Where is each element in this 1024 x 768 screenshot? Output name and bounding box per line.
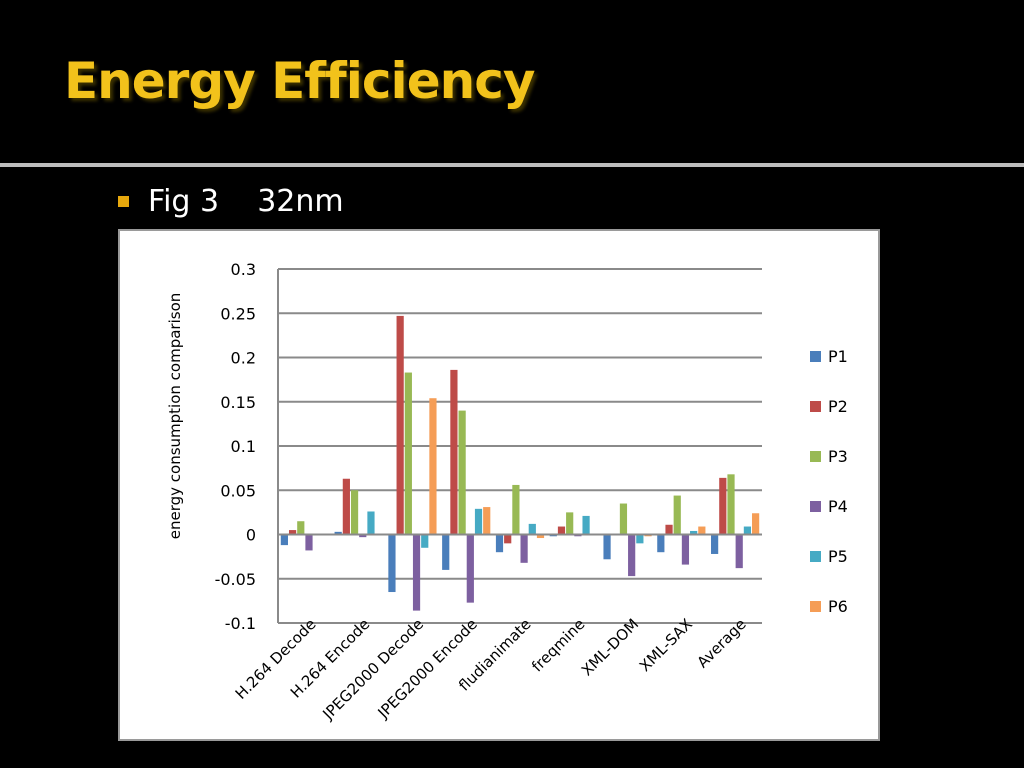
y-tick-label: 0.25 <box>220 304 256 323</box>
bar-p3 <box>512 484 520 535</box>
legend-label: P3 <box>828 447 848 466</box>
bar-p4 <box>520 534 528 563</box>
legend-swatch <box>810 401 821 412</box>
slide-title: Energy Efficiency <box>64 52 535 110</box>
bar-p4 <box>628 534 636 577</box>
bar-p3 <box>619 503 628 535</box>
legend-label: P1 <box>828 347 848 366</box>
bar-p2 <box>665 524 673 535</box>
bar-p1 <box>711 534 719 554</box>
bar-p4 <box>359 534 367 538</box>
y-tick-label: 0.2 <box>231 349 256 368</box>
bar-p2 <box>719 477 727 535</box>
bar-p3 <box>297 521 305 535</box>
y-tick-label: -0.1 <box>225 614 256 633</box>
bar-p1 <box>603 534 611 560</box>
bar-p3 <box>727 474 735 535</box>
bar-p4 <box>681 534 690 565</box>
x-tick-label: XML-DOM <box>578 615 642 679</box>
y-tick-label: -0.05 <box>215 570 256 589</box>
y-tick-label: 0.1 <box>231 437 256 456</box>
bar-p2 <box>288 530 297 535</box>
bar-p4 <box>305 534 313 551</box>
bar-p2 <box>396 315 404 535</box>
title-divider <box>0 163 1024 167</box>
bar-p3 <box>404 372 412 535</box>
bar-chart: -0.1 -0.05 0 0.05 0.1 0.15 0.2 0.25 0.3 H.264 De… <box>166 260 848 724</box>
legend-swatch <box>810 501 821 512</box>
bar-p5 <box>528 523 536 535</box>
bar-p3 <box>458 410 466 535</box>
bar-p1 <box>280 534 288 546</box>
y-tick-label: 0 <box>246 526 256 545</box>
gridlines <box>278 268 762 624</box>
chart-figure: -0.1 -0.05 0 0.05 0.1 0.15 0.2 0.25 0.3 H.264 De… <box>118 229 880 741</box>
x-tick-label: XML-SAX <box>636 615 696 675</box>
legend: P1 P2 P3 P4 P5 P6 <box>810 347 848 616</box>
legend-swatch <box>810 551 821 562</box>
bar-p6 <box>483 507 491 535</box>
bar-p5 <box>582 515 590 535</box>
bar-p5 <box>421 534 429 548</box>
y-axis-label: energy consumption comparison <box>166 293 184 540</box>
bar-p5 <box>743 526 752 535</box>
bar-p1 <box>388 534 396 593</box>
bar-p1 <box>442 534 450 570</box>
legend-label: P5 <box>828 547 848 566</box>
bar-p6 <box>698 526 706 535</box>
bar-p6 <box>536 534 545 539</box>
bar-p4 <box>735 534 743 569</box>
bar-p5 <box>474 508 483 535</box>
legend-label: P4 <box>828 497 848 516</box>
axes <box>277 269 762 623</box>
bar-p5 <box>690 530 698 535</box>
legend-label: P6 <box>828 597 848 616</box>
y-tick-label: 0.15 <box>220 393 256 412</box>
bar-p6 <box>752 513 760 535</box>
bar-p1 <box>334 531 342 535</box>
y-tick-labels: -0.1 -0.05 0 0.05 0.1 0.15 0.2 0.25 0.3 <box>215 260 256 633</box>
legend-swatch <box>810 601 821 612</box>
legend-label: P2 <box>828 397 848 416</box>
legend-swatch <box>810 351 821 362</box>
legend-swatch <box>810 451 821 462</box>
bar-p4 <box>466 534 474 603</box>
bar-p2 <box>557 526 566 535</box>
bar-p3 <box>566 512 574 535</box>
square-bullet-icon <box>118 195 129 207</box>
title-band: Energy Efficiency <box>0 0 1024 160</box>
bullet-text: Fig 3 32nm <box>148 183 344 219</box>
bar-p5 <box>636 534 644 544</box>
bullet-item: Fig 3 32nm <box>118 181 344 221</box>
bar-p6 <box>429 398 437 535</box>
y-tick-label: 0.3 <box>231 260 256 279</box>
y-tick-label: 0.05 <box>220 481 256 500</box>
bar-p2 <box>450 369 458 535</box>
bars <box>280 315 760 611</box>
bar-p1 <box>657 534 665 553</box>
bar-p3 <box>350 490 359 535</box>
bar-p2 <box>504 534 512 544</box>
bar-p2 <box>342 478 350 535</box>
bar-p3 <box>673 495 681 535</box>
x-tick-label: JPEG2000 Decode <box>319 615 428 724</box>
bar-p4 <box>412 534 421 611</box>
x-tick-label: JPEG2000 Encode <box>374 615 481 722</box>
bar-p5 <box>367 511 375 535</box>
bar-p1 <box>495 534 504 553</box>
